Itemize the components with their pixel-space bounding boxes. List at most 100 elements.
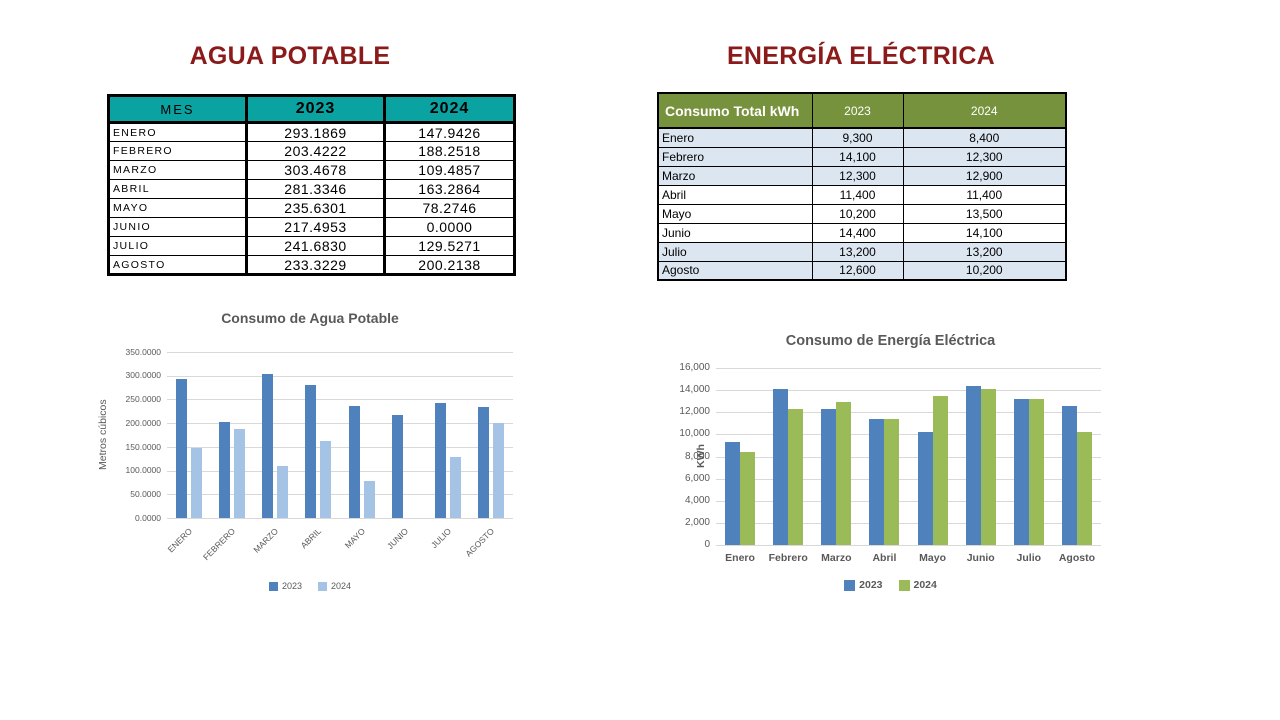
water-bar-2024-mayo [363, 480, 375, 518]
energy-bar-group-abril [860, 368, 908, 545]
water-legend-item-2024: 2024 [318, 581, 351, 591]
water-table-cell-2-0: MARZO [108, 160, 247, 180]
energy-table-cell-3-1: 11,400 [811, 184, 903, 204]
energy-legend-label-2023: 2023 [859, 579, 883, 591]
energy-table-cell-6-0: Julio [658, 241, 812, 261]
energy-ytick-0: 0 [704, 539, 710, 550]
water-table-header-row: MES 2023 2024 [108, 95, 515, 124]
energy-table-row-julio: Julio 13,200 13,200 [658, 241, 1066, 261]
energy-category-febrero: Febrero [768, 552, 808, 564]
energy-table-cell-5-1: 14,400 [811, 222, 903, 242]
energy-table-cell-7-1: 12,600 [811, 260, 903, 280]
energy-bar-2024-junio [980, 389, 996, 545]
water-bar-2023-marzo [262, 374, 274, 518]
water-bar-2023-febrero [218, 421, 230, 518]
energy-gridline-2,000 [716, 522, 1101, 524]
water-table-cell-3-0: ABRIL [108, 179, 247, 199]
water-table-row-febrero: FEBRERO 203.4222 188.2518 [108, 141, 515, 161]
energy-table-cell-1-1: 14,100 [811, 146, 903, 166]
energy-bar-group-agosto [1053, 368, 1101, 545]
energy-table-cell-0-1: 9,300 [811, 127, 903, 147]
water-table-cell-7-1: 233.3229 [245, 255, 385, 275]
energy-bar-group-junio [957, 368, 1005, 545]
water-bar-2024-agosto [493, 423, 505, 518]
energy-table-cell-2-1: 12,300 [811, 165, 903, 185]
energy-table-cell-6-2: 13,200 [902, 241, 1066, 261]
water-bar-2023-julio [435, 403, 447, 518]
energy-category-agosto: Agosto [1058, 552, 1096, 564]
water-table-cell-1-1: 203.4222 [245, 141, 385, 161]
energy-bar-2023-agosto [1061, 405, 1077, 545]
water-table-row-enero: ENERO 293.1869 147.9426 [108, 122, 515, 142]
energy-table-row-agosto: Agosto 12,600 10,200 [658, 260, 1066, 280]
water-table-header-2023: 2023 [245, 95, 385, 124]
water-table-cell-6-1: 241.6830 [245, 236, 385, 256]
water-bar-2024-febrero [233, 428, 245, 518]
water-table-cell-1-2: 188.2518 [383, 141, 515, 161]
energy-table-cell-5-2: 14,100 [902, 222, 1066, 242]
energy-ytick-4,000: 4,000 [684, 494, 710, 506]
energy-section-title: ENERGÍA ELÉCTRICA [726, 42, 996, 70]
water-gridline-250.0000 [167, 399, 513, 401]
energy-plot-area [716, 368, 1101, 546]
water-table-row-marzo: MARZO 303.4678 109.4857 [108, 160, 515, 180]
water-bar-2024-abril [320, 440, 332, 518]
energy-category-julio: Julio [1016, 552, 1042, 564]
energy-ytick-6,000: 6,000 [684, 472, 710, 484]
energy-bar-2024-agosto [1076, 432, 1092, 545]
energy-table-cell-1-0: Febrero [658, 146, 812, 166]
water-bar-group-marzo [254, 352, 297, 518]
water-ytick-0.0000: 0.0000 [135, 512, 161, 523]
water-ytick-200.0000: 200.0000 [125, 417, 161, 428]
energy-table-header-2023: 2023 [811, 93, 903, 129]
water-ytick-250.0000: 250.0000 [125, 394, 161, 405]
energy-bar-2023-enero [725, 442, 741, 545]
energy-table-row-febrero: Febrero 14,100 12,300 [658, 146, 1066, 166]
water-bar-2023-abril [305, 384, 317, 518]
water-legend-swatch-2023 [268, 581, 278, 591]
water-bar-group-agosto [470, 352, 513, 518]
water-table-cell-1-0: FEBRERO [108, 141, 247, 161]
water-bar-group-abril [297, 352, 340, 518]
energy-gridline-10,000 [716, 434, 1101, 436]
energy-table-cell-6-1: 13,200 [811, 241, 903, 261]
water-table-cell-4-1: 235.6301 [245, 198, 385, 218]
water-table-cell-0-2: 147.9426 [383, 122, 515, 142]
energy-bar-2024-enero [740, 452, 756, 545]
energy-bar-2024-marzo [836, 402, 852, 545]
water-table-cell-7-2: 200.2138 [383, 255, 515, 275]
water-bar-2024-enero [190, 447, 202, 518]
energy-consumption-chart: Consumo de Energía Eléctrica KWh 0 2,000 4,0… [678, 328, 1103, 600]
water-legend-swatch-2024 [318, 581, 327, 591]
energy-bar-2023-junio [965, 385, 981, 545]
energy-bar-group-febrero [764, 368, 812, 545]
energy-bar-2023-marzo [821, 408, 837, 545]
water-legend-label-2023: 2023 [281, 581, 302, 591]
water-bar-2023-agosto [478, 407, 490, 518]
energy-table-cell-4-0: Mayo [658, 203, 812, 223]
water-plot-area [167, 352, 513, 519]
water-table-row-abril: ABRIL 281.3346 163.2864 [108, 179, 515, 199]
water-table-header-label: MES [108, 95, 247, 124]
energy-bar-group-enero [716, 368, 764, 545]
energy-bar-2023-febrero [773, 389, 789, 545]
water-legend: 2023 2024 [95, 581, 525, 591]
energy-gridline-16,000 [716, 368, 1101, 369]
energy-bar-2024-mayo [932, 395, 948, 545]
energy-table-row-junio: Junio 14,400 14,100 [658, 222, 1066, 242]
water-gridline-100.0000 [167, 470, 513, 472]
energy-legend-swatch-2024 [898, 579, 910, 591]
energy-ytick-2,000: 2,000 [684, 516, 710, 528]
energy-category-abril: Abril [872, 552, 897, 564]
water-table-cell-3-1: 281.3346 [245, 179, 385, 199]
energy-chart-title: Consumo de Energía Eléctrica [785, 333, 996, 349]
water-bar-group-enero [167, 352, 210, 518]
energy-table-cell-2-0: Marzo [658, 165, 812, 185]
energy-gridline-6,000 [716, 478, 1101, 480]
energy-table-cell-7-0: Agosto [658, 260, 812, 280]
energy-ytick-16,000: 16,000 [679, 362, 710, 373]
water-table-cell-2-2: 109.4857 [383, 160, 515, 180]
energy-gridline-8,000 [716, 456, 1101, 458]
water-ytick-150.0000: 150.0000 [125, 441, 161, 452]
water-ytick-100.0000: 100.0000 [125, 465, 161, 476]
